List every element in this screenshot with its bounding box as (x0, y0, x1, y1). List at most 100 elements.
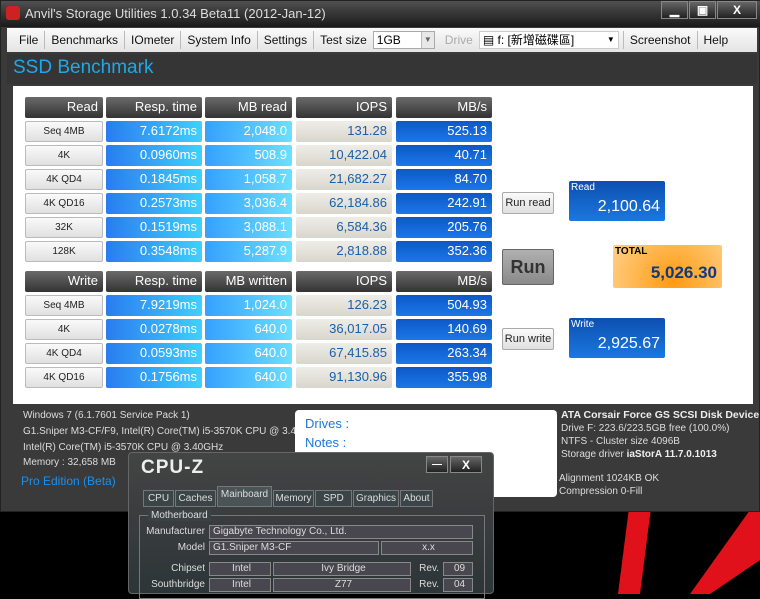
cpuz-tab-caches[interactable]: Caches (175, 490, 216, 507)
cpuz-tab-about[interactable]: About (400, 490, 433, 507)
southbridge-rev-label: Rev. (419, 579, 439, 590)
read-mbs-cell: 205.76 (396, 217, 492, 238)
read-row-label[interactable]: 4K QD4 (25, 169, 103, 190)
read-score: Read 2,100.64 (569, 181, 665, 221)
write-row-label[interactable]: Seq 4MB (25, 295, 103, 316)
chipset-rev-field: 09 (443, 562, 473, 576)
chipset-vendor-field: Intel (209, 562, 271, 576)
southbridge-vendor-field: Intel (209, 578, 271, 592)
write-resp-time-cell: 7.9219ms (106, 295, 202, 316)
app-icon (6, 6, 20, 20)
model-rev-field: x.x (381, 541, 473, 555)
read-iops-cell: 10,422.04 (296, 145, 392, 166)
cpuz-title: CPU-Z (141, 457, 205, 478)
notes-label: Notes : (305, 435, 347, 450)
write-resp-time-cell: 0.1756ms (106, 367, 202, 388)
read-row-label[interactable]: 4K (25, 145, 103, 166)
total-score: TOTAL 5,026.30 (613, 245, 722, 288)
window-title: Anvil's Storage Utilities 1.0.34 Beta11 … (25, 6, 326, 21)
cpuz-tab-spd[interactable]: SPD (315, 490, 352, 507)
menu-help[interactable]: Help (703, 33, 729, 47)
read-iops-cell: 62,184.86 (296, 193, 392, 214)
drive-label: Drive (444, 33, 473, 47)
chevron-down-icon: ▼ (420, 32, 434, 48)
write-row-label[interactable]: 4K QD4 (25, 343, 103, 364)
write-header-mb: MB written (205, 271, 292, 292)
alignment-info: Alignment 1024KB OK (559, 473, 660, 484)
total-score-value: 5,026.30 (650, 263, 717, 282)
cpuz-window: CPU-Z — X CPU Caches Mainboard Memory SPD Gra… (128, 452, 494, 599)
read-resp-time-cell: 0.2573ms (106, 193, 202, 214)
edition-link[interactable]: Pro Edition (Beta) (21, 474, 116, 488)
anvil-window: Anvil's Storage Utilities 1.0.34 Beta11 … (0, 0, 760, 512)
chipset-label: Chipset (171, 563, 205, 574)
read-mb-cell: 508.9 (205, 145, 292, 166)
run-button[interactable]: Run (502, 249, 554, 285)
menu-settings[interactable]: Settings (258, 31, 315, 49)
cpu-info: Intel(R) Core(TM) i5-3570K CPU @ 3.40GHz (23, 442, 224, 453)
manufacturer-label: Manufacturer (146, 526, 205, 537)
compression-info: Compression 0-Fill (559, 486, 643, 497)
menu-bar: File Benchmarks IOmeter System Info Sett… (7, 28, 757, 52)
menu-benchmarks[interactable]: Benchmarks (45, 31, 126, 49)
cpuz-close-button[interactable]: X (450, 456, 482, 473)
cpuz-tab-cpu[interactable]: CPU (143, 490, 174, 507)
cpuz-tab-graphics[interactable]: Graphics (353, 490, 399, 507)
menu-system-info[interactable]: System Info (181, 31, 258, 49)
run-read-button[interactable]: Run read (502, 192, 554, 214)
read-iops-cell: 6,584.36 (296, 217, 392, 238)
menu-file[interactable]: File (13, 31, 46, 49)
model-field: G1.Sniper M3-CF (209, 541, 379, 555)
write-mb-cell: 640.0 (205, 343, 292, 364)
drive-fs: NTFS - Cluster size 4096B (561, 436, 680, 447)
read-score-label: Read (571, 182, 595, 193)
write-resp-time-cell: 0.0593ms (106, 343, 202, 364)
menu-iometer[interactable]: IOmeter (125, 31, 182, 49)
os-info: Windows 7 (6.1.7601 Service Pack 1) (23, 410, 190, 421)
drive-value: f: [新增磁碟區] (497, 33, 575, 47)
drive-name: ATA Corsair Force GS SCSI Disk Device (561, 409, 760, 421)
write-score: Write 2,925.67 (569, 318, 665, 358)
read-mb-cell: 3,088.1 (205, 217, 292, 238)
board-info: G1.Sniper M3-CF/F9, Intel(R) Core(TM) i5… (23, 426, 295, 437)
test-size-select[interactable]: 1GB ▼ (372, 31, 435, 49)
title-bar: Anvil's Storage Utilities 1.0.34 Beta11 … (1, 1, 760, 27)
write-mbs-cell: 263.34 (396, 343, 492, 364)
group-title: Motherboard (148, 510, 211, 521)
southbridge-name-field: Z77 (273, 578, 411, 592)
cpuz-minimize-button[interactable]: — (426, 456, 448, 473)
write-header-label: Write (25, 271, 103, 292)
write-score-label: Write (571, 319, 595, 330)
read-row-label[interactable]: 128K (25, 241, 103, 262)
wallpaper-red-shape (618, 500, 760, 594)
total-score-label: TOTAL (615, 246, 648, 257)
drives-label: Drives : (305, 416, 350, 431)
write-mb-cell: 1,024.0 (205, 295, 292, 316)
read-row-label[interactable]: 4K QD16 (25, 193, 103, 214)
write-iops-cell: 67,415.85 (296, 343, 392, 364)
read-mbs-cell: 352.36 (396, 241, 492, 262)
southbridge-label: Southbridge (151, 579, 205, 590)
write-header-mbs: MB/s (396, 271, 492, 292)
read-header-resp: Resp. time (106, 97, 202, 118)
cpuz-tab-mainboard[interactable]: Mainboard (217, 486, 272, 507)
write-row-label[interactable]: 4K QD16 (25, 367, 103, 388)
menu-screenshot[interactable]: Screenshot (622, 31, 698, 49)
write-row-label[interactable]: 4K (25, 319, 103, 340)
read-row-label[interactable]: 32K (25, 217, 103, 238)
read-mbs-cell: 242.91 (396, 193, 492, 214)
write-iops-cell: 91,130.96 (296, 367, 392, 388)
southbridge-rev-field: 04 (443, 578, 473, 592)
read-mb-cell: 3,036.4 (205, 193, 292, 214)
run-write-button[interactable]: Run write (502, 328, 554, 350)
read-resp-time-cell: 0.1519ms (106, 217, 202, 238)
minimize-button[interactable]: ▁ (661, 1, 688, 19)
drive-select[interactable]: ▤ f: [新增磁碟區] ▼ (478, 31, 619, 49)
read-row-label[interactable]: Seq 4MB (25, 121, 103, 142)
read-resp-time-cell: 0.0960ms (106, 145, 202, 166)
write-iops-cell: 126.23 (296, 295, 392, 316)
cpuz-tab-memory[interactable]: Memory (273, 490, 314, 507)
maximize-button[interactable]: ▣ (689, 1, 716, 19)
write-score-value: 2,925.67 (597, 335, 660, 352)
close-button[interactable]: X (717, 1, 757, 19)
